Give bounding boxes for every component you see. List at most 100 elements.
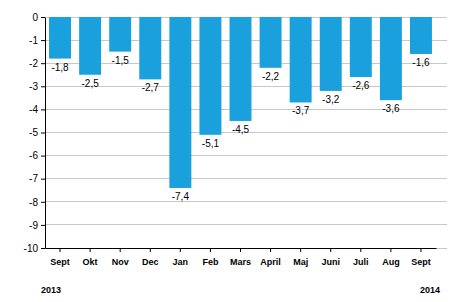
tick-mark xyxy=(360,248,361,252)
y-tick: -3 xyxy=(29,81,45,92)
x-tick: Aug xyxy=(382,248,400,267)
grid-line xyxy=(45,155,447,156)
y-tick-label: -8 xyxy=(29,197,38,208)
tick-mark xyxy=(210,248,211,252)
x-tick-label: Mars xyxy=(230,257,251,267)
y-tick: -7 xyxy=(29,173,45,184)
grid-line xyxy=(45,201,447,202)
y-tick-label: -4 xyxy=(29,104,38,115)
tick-mark xyxy=(150,248,151,252)
bar xyxy=(139,17,161,79)
tick-mark xyxy=(420,248,421,252)
x-tick: Mars xyxy=(230,248,251,267)
tick-mark xyxy=(390,248,391,252)
y-tick-label: 0 xyxy=(32,12,38,23)
chart: 0 -1 -2 -3 -4 -5 -6 -7 -8 -9 -10 Sept Okt Nov Dec Jan Fe… xyxy=(0,0,454,302)
x-tick-label: Juni xyxy=(321,257,340,267)
data-label: -3,7 xyxy=(292,105,310,116)
data-label: -2,7 xyxy=(142,82,160,93)
y-tick-label: -10 xyxy=(24,243,39,254)
x-tick: Juli xyxy=(353,248,369,267)
tick-mark xyxy=(120,248,121,252)
y-tick-label: -3 xyxy=(29,81,38,92)
data-label: -3,6 xyxy=(382,103,400,114)
x-tick-label: April xyxy=(260,257,281,267)
bar xyxy=(109,17,131,52)
x-tick: Sept xyxy=(411,248,431,267)
data-label: -7,4 xyxy=(172,191,190,202)
grid-line xyxy=(45,178,447,179)
tick-mark xyxy=(300,248,301,252)
y-tick: -6 xyxy=(29,150,45,161)
data-label: -1,5 xyxy=(112,55,130,66)
tick-mark xyxy=(41,179,45,180)
tick-mark xyxy=(240,248,241,252)
x-tick: Feb xyxy=(202,248,219,267)
x-axis: Sept Okt Nov Dec Jan Feb Mars April Maj Juni Juli A… xyxy=(46,248,437,267)
x-tick-label: Aug xyxy=(382,257,400,267)
x-tick: April xyxy=(260,248,281,267)
bar xyxy=(350,17,372,77)
tick-mark xyxy=(41,86,45,87)
grid xyxy=(45,17,447,248)
grid-line xyxy=(45,248,447,249)
bar xyxy=(199,17,221,135)
x-tick: Nov xyxy=(112,248,129,267)
bar xyxy=(290,17,312,102)
x-tick-label: Nov xyxy=(112,257,129,267)
y-tick: -2 xyxy=(29,58,45,69)
y-tick-label: -6 xyxy=(29,150,38,161)
tick-mark xyxy=(180,248,181,252)
y-tick-label: -9 xyxy=(29,220,38,231)
y-tick: -10 xyxy=(24,243,45,254)
tick-mark xyxy=(41,133,45,134)
y-axis: 0 -1 -2 -3 -4 -5 -6 -7 -8 -9 -10 xyxy=(24,12,46,254)
data-label: -2,5 xyxy=(81,78,99,89)
tick-mark xyxy=(60,248,61,252)
bar xyxy=(410,17,432,54)
x-tick-label: Juli xyxy=(353,257,369,267)
y-tick: -9 xyxy=(29,220,45,231)
y-tick-label: -2 xyxy=(29,58,38,69)
tick-mark xyxy=(41,202,45,203)
data-label: -2,6 xyxy=(352,80,370,91)
axis-line xyxy=(45,18,46,249)
bar xyxy=(380,17,402,100)
x-tick: Maj xyxy=(293,248,308,267)
bar xyxy=(320,17,342,91)
y-tick: -5 xyxy=(29,127,45,138)
tick-mark xyxy=(330,248,331,252)
x-tick: Dec xyxy=(142,248,159,267)
tick-mark xyxy=(41,248,45,249)
data-label: -1,8 xyxy=(51,62,69,73)
y-tick-label: -5 xyxy=(29,127,38,138)
x-tick-label: Jan xyxy=(173,257,189,267)
y-tick: -8 xyxy=(29,197,45,208)
data-label: -4,5 xyxy=(232,124,250,135)
data-label: -2,2 xyxy=(262,71,280,82)
x-tick: Juni xyxy=(321,248,340,267)
tick-mark xyxy=(41,40,45,41)
tick-mark xyxy=(41,63,45,64)
x-tick-label: Feb xyxy=(202,257,219,267)
data-label: -1,6 xyxy=(412,57,430,68)
bar xyxy=(260,17,282,68)
data-label: -3,2 xyxy=(322,94,340,105)
tick-mark xyxy=(270,248,271,252)
y-tick: -4 xyxy=(29,104,45,115)
year-label: 2014 xyxy=(420,285,440,295)
x-tick-label: Okt xyxy=(83,257,98,267)
x-tick-label: Maj xyxy=(293,257,308,267)
x-tick: Jan xyxy=(173,248,189,267)
x-tick-label: Sept xyxy=(411,257,431,267)
y-tick: 0 xyxy=(32,12,45,23)
grid-line xyxy=(45,224,447,225)
bar xyxy=(169,17,191,188)
x-tick: Okt xyxy=(83,248,98,267)
tick-mark xyxy=(41,156,45,157)
tick-mark xyxy=(41,17,45,18)
tick-mark xyxy=(41,225,45,226)
data-label: -5,1 xyxy=(202,138,220,149)
y-tick-label: -1 xyxy=(29,35,38,46)
bar xyxy=(49,17,71,59)
